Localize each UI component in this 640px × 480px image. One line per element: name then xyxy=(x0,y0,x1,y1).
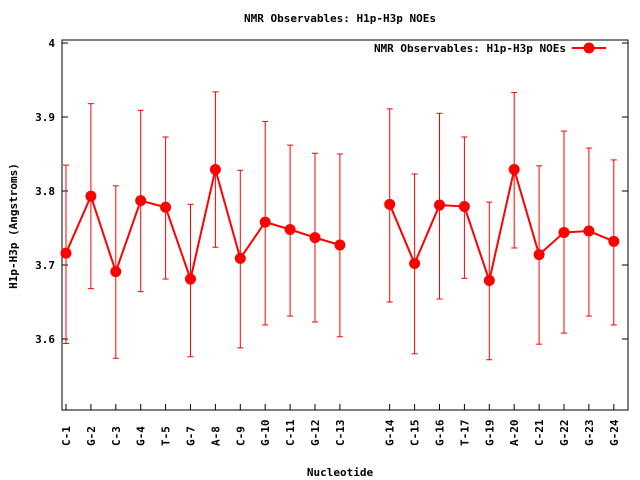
series-line xyxy=(65,169,341,283)
x-tick-label: G-7 xyxy=(185,426,198,446)
x-tick-label: T-5 xyxy=(160,426,173,446)
data-point xyxy=(309,232,321,244)
x-tick-label: C-11 xyxy=(284,419,297,446)
y-axis-label: H1p-H3p (Angstroms) xyxy=(7,163,20,289)
x-tick-label: G-4 xyxy=(135,426,148,446)
data-point xyxy=(334,239,346,251)
data-point xyxy=(160,201,172,213)
data-point xyxy=(608,235,620,247)
chart-title: NMR Observables: H1p-H3p NOEs xyxy=(244,12,436,25)
y-tick-label: 3.6 xyxy=(35,333,55,346)
x-tick-label: G-16 xyxy=(434,419,447,446)
x-tick-label: G-14 xyxy=(384,419,397,446)
x-tick-label: C-13 xyxy=(334,420,347,447)
data-point xyxy=(60,247,72,259)
data-point xyxy=(259,216,271,228)
data-point xyxy=(185,273,196,285)
data-point xyxy=(384,198,396,210)
y-tick-label: 3.7 xyxy=(35,259,55,272)
y-tick-label: 3.8 xyxy=(35,185,55,198)
x-tick-label: A-20 xyxy=(508,420,521,447)
x-tick-label: G-22 xyxy=(558,420,571,447)
x-tick-label: G-24 xyxy=(608,419,621,446)
data-point xyxy=(533,249,545,261)
y-tick-label: 3.9 xyxy=(35,111,55,124)
data-point xyxy=(409,258,421,270)
data-point xyxy=(110,266,122,278)
x-tick-label: C-15 xyxy=(409,420,422,447)
legend-label: NMR Observables: H1p-H3p NOEs xyxy=(374,42,566,55)
data-point xyxy=(508,164,520,176)
x-tick-label: C-1 xyxy=(60,426,73,446)
x-tick-label: G-2 xyxy=(85,426,98,446)
data-point xyxy=(284,223,296,235)
x-tick-label: G-12 xyxy=(309,420,322,447)
x-axis-label: Nucleotide xyxy=(307,466,374,479)
y-tick-label: 4 xyxy=(48,37,55,50)
legend-marker xyxy=(583,42,595,54)
x-tick-label: C-9 xyxy=(234,426,247,446)
data-point xyxy=(558,226,570,238)
plot-border xyxy=(61,39,629,411)
data-point xyxy=(434,199,445,211)
data-point xyxy=(85,190,97,202)
data-point xyxy=(209,164,221,176)
data-point xyxy=(583,225,595,237)
legend: NMR Observables: H1p-H3p NOEs xyxy=(374,42,606,55)
series-line xyxy=(388,169,615,285)
x-tick-label: G-10 xyxy=(259,420,272,447)
x-tick-label: G-23 xyxy=(583,420,596,447)
data-point xyxy=(458,201,470,213)
data-point xyxy=(135,195,147,207)
x-tick-label: C-3 xyxy=(110,426,123,446)
x-tick-label: G-19 xyxy=(483,420,496,447)
x-tick-label: A-8 xyxy=(209,426,222,446)
x-tick-label: C-21 xyxy=(533,419,546,446)
x-tick-label: T-17 xyxy=(458,420,471,447)
data-point xyxy=(234,252,246,264)
data-point xyxy=(483,275,495,287)
